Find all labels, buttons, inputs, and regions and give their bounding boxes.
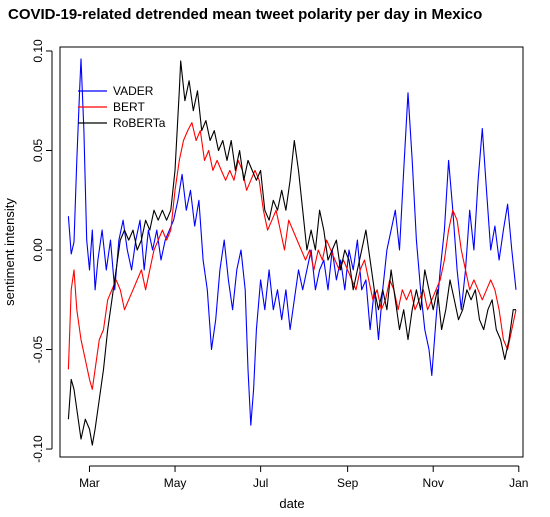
x-tick-label: Nov [423, 476, 444, 490]
x-axis: Mar May Jul Sep Nov Jan [79, 465, 528, 490]
y-tick-label: 0.10 [31, 39, 45, 63]
x-axis-label: date [279, 496, 304, 511]
y-tick-label: 0.00 [31, 238, 45, 262]
series-line-bert [67, 122, 517, 390]
y-axis: -0.10 -0.05 0.00 0.05 0.10 [31, 39, 53, 463]
x-tick-label: Sep [337, 476, 359, 490]
x-tick-label: Jan [509, 476, 528, 490]
x-tick-label: Mar [79, 476, 100, 490]
y-tick-label: -0.10 [31, 435, 45, 463]
series-line-roberta [67, 60, 516, 446]
y-tick-label: -0.05 [31, 336, 45, 364]
legend-label-roberta: RoBERTa [113, 116, 166, 130]
x-tick-label: Jul [253, 476, 268, 490]
series-lines [67, 58, 517, 446]
legend: VADER BERT RoBERTa [78, 84, 166, 130]
legend-label-vader: VADER [113, 84, 154, 98]
chart-title: COVID-19-related detrended mean tweet po… [8, 6, 482, 23]
series-line-vader [67, 58, 517, 426]
legend-label-bert: BERT [113, 100, 145, 114]
plot-frame [59, 46, 524, 458]
y-tick-label: 0.05 [31, 138, 45, 162]
x-tick-label: May [164, 476, 187, 490]
y-axis-label: sentiment intensity [2, 198, 17, 306]
